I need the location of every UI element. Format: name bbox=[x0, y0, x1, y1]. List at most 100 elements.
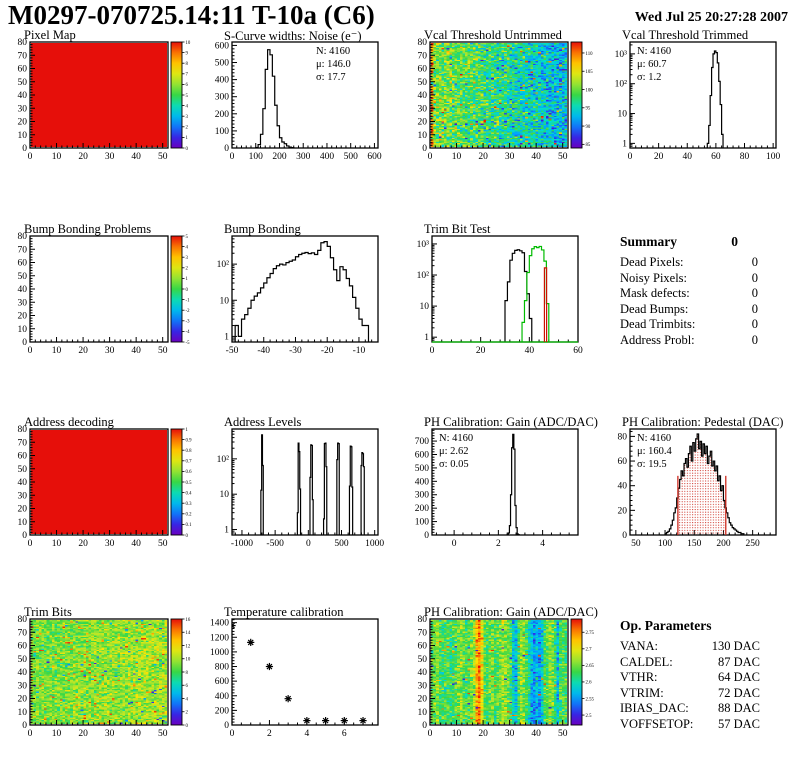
plot-title: PH Calibration: Pedestal (DAC) bbox=[622, 415, 784, 429]
svg-text:20: 20 bbox=[478, 729, 488, 739]
svg-text:4: 4 bbox=[186, 697, 189, 702]
svg-text:0: 0 bbox=[452, 539, 457, 549]
histogram-outline bbox=[506, 433, 520, 536]
svg-text:-500: -500 bbox=[266, 539, 284, 549]
plot-title: Vcal Threshold Untrimmed bbox=[424, 28, 562, 42]
svg-text:-20: -20 bbox=[321, 346, 334, 356]
op-parameter-value: 87 DAC bbox=[717, 654, 760, 669]
svg-text:60: 60 bbox=[573, 346, 583, 356]
summary-value: 0 bbox=[751, 301, 758, 316]
page-title: M0297-070725.14:11 T-10a (C6) bbox=[8, 0, 375, 30]
svg-text:10: 10 bbox=[52, 539, 62, 549]
colorbar bbox=[170, 41, 183, 149]
svg-text:100: 100 bbox=[766, 152, 781, 162]
svg-text:70: 70 bbox=[18, 628, 28, 638]
svg-text:10: 10 bbox=[418, 708, 428, 718]
svg-text:20: 20 bbox=[478, 152, 488, 162]
plot-title: Address Levels bbox=[224, 415, 302, 429]
svg-text:30: 30 bbox=[105, 729, 115, 739]
svg-text:10³: 10³ bbox=[417, 240, 430, 250]
svg-text:-1: -1 bbox=[186, 298, 191, 303]
svg-text:60: 60 bbox=[18, 452, 28, 462]
svg-text:0: 0 bbox=[424, 531, 429, 541]
svg-text:0: 0 bbox=[28, 346, 33, 356]
op-parameter-label: VANA: bbox=[620, 639, 658, 653]
svg-text:0.2: 0.2 bbox=[186, 513, 193, 518]
svg-text:30: 30 bbox=[105, 346, 115, 356]
summary-value: 0 bbox=[751, 255, 758, 269]
svg-text:8: 8 bbox=[186, 671, 189, 676]
svg-text:10³: 10³ bbox=[615, 50, 628, 60]
svg-text:3: 3 bbox=[186, 115, 189, 120]
svg-text:50: 50 bbox=[18, 465, 28, 475]
svg-text:-3: -3 bbox=[186, 320, 191, 325]
plot-trim-bit-test: 0 20 40 60 1 10 10² 10³ Trim Bit Test bbox=[400, 222, 598, 374]
svg-text:150: 150 bbox=[687, 539, 702, 549]
summary-row: Address Probl: 0 bbox=[620, 333, 758, 349]
svg-text:110: 110 bbox=[586, 52, 594, 57]
svg-text:30: 30 bbox=[505, 152, 515, 162]
plot-title: PH Calibration: Gain (ADC/DAC) bbox=[424, 605, 598, 619]
trim-bit-test-chart: 0 20 40 60 1 10 10² 10³ bbox=[417, 235, 583, 356]
plot-title: Vcal Threshold Trimmed bbox=[622, 28, 749, 42]
svg-text:30: 30 bbox=[505, 729, 515, 739]
plot-title: Address decoding bbox=[24, 415, 114, 429]
summary-value: 0 bbox=[751, 317, 758, 332]
svg-text:60: 60 bbox=[418, 65, 428, 75]
svg-text:0.6: 0.6 bbox=[186, 470, 193, 475]
ph-gain-map-heatmap-canvas bbox=[431, 620, 567, 724]
svg-text:30: 30 bbox=[18, 298, 28, 308]
svg-text:0: 0 bbox=[230, 729, 235, 739]
histogram-outline bbox=[296, 442, 302, 535]
date-stamp: Wed Jul 25 20:27:28 2007 bbox=[634, 10, 788, 25]
svg-text:20: 20 bbox=[418, 695, 428, 705]
svg-text:70: 70 bbox=[18, 438, 28, 448]
svg-text:-5: -5 bbox=[186, 341, 191, 346]
op-parameters-panel: Op. Parameters VANA: 130 DAC CALDEL: 87 DA… bbox=[620, 618, 760, 733]
plot-title: Trim Bits bbox=[24, 605, 72, 619]
address-levels-chart: -1000 -500 0 500 1000 1 10 10² bbox=[217, 428, 384, 549]
colorbar bbox=[170, 235, 183, 343]
histogram-outline bbox=[706, 50, 724, 148]
svg-text:3: 3 bbox=[186, 256, 189, 261]
histogram-outline bbox=[336, 442, 340, 535]
summary-value: 0 bbox=[751, 286, 758, 301]
svg-text:200: 200 bbox=[272, 152, 287, 162]
svg-text:2.7: 2.7 bbox=[586, 648, 593, 653]
plot-title: Bump Bonding Problems bbox=[24, 222, 152, 236]
svg-text:0: 0 bbox=[28, 152, 33, 162]
plot-address-levels: -1000 -500 0 500 1000 1 10 10² Address Levels bbox=[200, 415, 398, 567]
svg-text:30: 30 bbox=[105, 152, 115, 162]
svg-text:80: 80 bbox=[418, 615, 428, 625]
svg-text:0: 0 bbox=[230, 152, 235, 162]
op-parameter-row: VTHR: 64 DAC bbox=[620, 670, 760, 686]
svg-text:0: 0 bbox=[430, 346, 435, 356]
svg-text:30: 30 bbox=[105, 539, 115, 549]
histogram-outline bbox=[260, 434, 264, 535]
svg-text:9: 9 bbox=[186, 51, 189, 56]
svg-text:μ: 160.4: μ: 160.4 bbox=[637, 446, 673, 457]
svg-text:0.4: 0.4 bbox=[186, 491, 193, 496]
temperature-calibration-chart: 0 2 4 6 0 200 400 600 800 1000 1200 1400 bbox=[210, 618, 379, 739]
summary-label: Noisy Pixels: bbox=[620, 270, 688, 285]
svg-text:10: 10 bbox=[418, 131, 428, 141]
svg-text:40: 40 bbox=[683, 152, 693, 162]
op-parameter-row: VTRIM: 72 DAC bbox=[620, 686, 760, 702]
summary-row: Dead Trimbits: 0 bbox=[620, 317, 758, 333]
summary-row: Noisy Pixels: 0 bbox=[620, 271, 758, 287]
svg-text:60: 60 bbox=[18, 259, 28, 269]
op-parameter-label: VTHR: bbox=[620, 670, 658, 685]
svg-text:50: 50 bbox=[631, 539, 641, 549]
svg-text:70: 70 bbox=[418, 51, 428, 61]
svg-text:40: 40 bbox=[618, 482, 628, 492]
plot-title: S-Curve widths: Noise (e⁻) bbox=[224, 29, 362, 43]
svg-text:30: 30 bbox=[18, 104, 28, 114]
svg-text:0.5: 0.5 bbox=[186, 481, 193, 486]
summary-heading: Summary bbox=[620, 234, 677, 249]
svg-text:500: 500 bbox=[415, 464, 430, 474]
colorbar bbox=[170, 618, 183, 726]
svg-text:200: 200 bbox=[215, 706, 230, 716]
svg-text:0: 0 bbox=[628, 152, 633, 162]
